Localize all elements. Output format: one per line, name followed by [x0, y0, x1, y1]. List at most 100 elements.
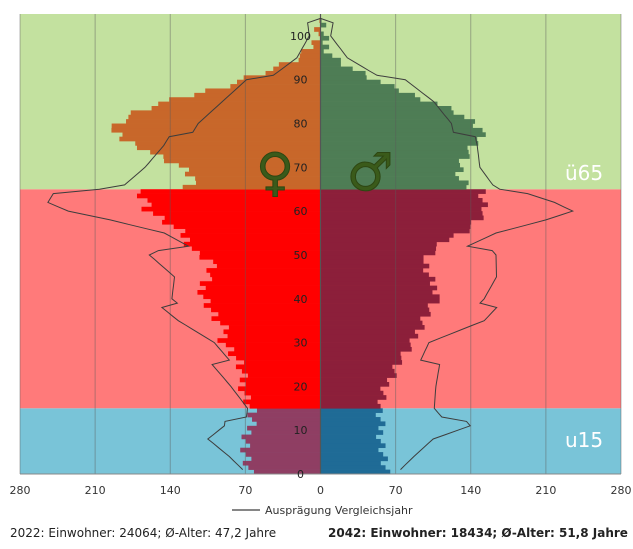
bar-female-age-7 [245, 438, 321, 444]
bar-male-age-96 [320, 49, 324, 54]
age-tick-label: 10 [294, 424, 308, 437]
x-tick-label: 70 [238, 484, 252, 497]
bar-male-age-11 [320, 421, 386, 427]
bar-male-age-12 [320, 417, 381, 422]
bar-male-age-49 [320, 254, 424, 260]
bar-female-age-97 [313, 44, 321, 50]
footer-2042-stats: 2042: Einwohner: 18434; Ø-Alter: 51,8 Ja… [328, 526, 628, 540]
bar-female-age-52 [183, 241, 321, 247]
bar-male-age-91 [320, 70, 366, 76]
zone-label-over65: ü65 [565, 161, 603, 185]
bar-male-age-54 [320, 233, 454, 238]
bar-female-age-20 [245, 382, 321, 387]
bar-male-age-97 [320, 44, 330, 50]
bar-male-age-33 [320, 325, 425, 330]
bar-male-age-37 [320, 307, 430, 313]
bar-female-age-15 [249, 403, 321, 409]
bar-male-age-86 [320, 92, 415, 98]
bar-female-age-50 [199, 250, 321, 256]
bar-male-age-4 [320, 452, 384, 457]
bar-male-age-20 [320, 382, 390, 387]
x-tick-label: 280 [611, 484, 632, 497]
bar-male-age-15 [320, 403, 381, 409]
bar-female-age-43 [199, 281, 321, 286]
bar-male-age-22 [320, 373, 397, 378]
bar-female-age-89 [237, 79, 321, 85]
bar-male-age-30 [320, 338, 410, 343]
bar-female-age-68 [184, 171, 321, 177]
age-tick-label: 50 [294, 249, 308, 262]
bar-male-age-16 [320, 399, 378, 405]
age-tick-label: 90 [294, 74, 308, 87]
bar-female-age-94 [298, 57, 321, 63]
bar-female-age-63 [136, 193, 321, 199]
bar-male-age-85 [320, 97, 421, 102]
bar-female-age-81 [128, 114, 321, 120]
bar-female-age-42 [205, 285, 321, 291]
bar-male-age-71 [320, 158, 459, 164]
bar-male-age-32 [320, 329, 415, 335]
x-tick-label: 0 [317, 484, 324, 497]
bar-male-age-13 [320, 412, 376, 418]
bar-male-age-25 [320, 360, 403, 365]
bar-male-age-43 [320, 281, 430, 286]
bar-female-age-27 [228, 351, 321, 357]
bar-female-age-85 [169, 97, 321, 102]
bar-female-age-78 [111, 127, 321, 133]
bar-female-age-54 [180, 233, 321, 238]
bar-female-age-2 [242, 460, 321, 466]
bar-male-age-90 [320, 75, 367, 81]
bar-female-age-58 [164, 215, 321, 221]
bar-male-age-57 [320, 219, 472, 225]
bar-female-age-22 [247, 373, 321, 378]
bar-female-age-93 [278, 62, 321, 67]
bar-female-age-8 [241, 434, 321, 440]
bar-female-age-46 [206, 268, 321, 273]
bar-female-age-70 [178, 162, 321, 168]
bar-male-age-63 [320, 193, 479, 199]
comparison-lines [47, 17, 575, 470]
bar-male-age-42 [320, 285, 438, 291]
age-tick-label: 80 [294, 118, 308, 131]
age-tick-label: 100 [290, 30, 311, 43]
bar-male-age-38 [320, 303, 428, 308]
bar-male-age-100 [320, 31, 324, 37]
bar-male-age-48 [320, 259, 424, 265]
bar-male-age-66 [320, 180, 469, 186]
age-tick-label: 70 [294, 161, 308, 174]
age-tick-label: 30 [294, 337, 308, 350]
x-axis-labels: 280 210 140 70 0 70 140 210 280 [10, 484, 632, 497]
bar-male-age-34 [320, 320, 423, 326]
bar-female-age-49 [199, 254, 321, 260]
bar-male-age-99 [320, 35, 330, 41]
bar-female-age-51 [191, 246, 321, 251]
bar-female-age-24 [235, 364, 321, 370]
bar-male-age-35 [320, 316, 421, 321]
bar-male-age-46 [320, 268, 424, 273]
bar-male-age-77 [320, 132, 486, 137]
bar-female-age-1 [248, 465, 321, 470]
bar-female-age-84 [158, 101, 321, 107]
bar-male-age-78 [320, 127, 483, 133]
bar-male-age-76 [320, 136, 478, 142]
bar-male-age-29 [320, 342, 411, 348]
bar-female-age-39 [210, 298, 321, 304]
vertical-gridlines [19, 14, 622, 475]
bar-female-age-72 [163, 154, 321, 159]
bar-male-age-31 [320, 333, 419, 339]
bar-male-age-67 [320, 176, 459, 181]
bar-female-age-28 [234, 346, 321, 352]
bar-male-age-79 [320, 123, 473, 129]
legend-label: Ausprägung Vergleichsjahr [265, 504, 413, 517]
bar-male-age-92 [320, 66, 353, 72]
bar-female-age-71 [164, 158, 321, 164]
age-tick-label: 60 [294, 205, 308, 218]
bar-female-age-34 [220, 320, 321, 326]
bar-female-age-41 [197, 290, 321, 295]
bar-female-age-61 [151, 202, 321, 208]
bar-male-age-47 [320, 263, 430, 269]
bar-female-age-47 [216, 263, 321, 269]
bar-female-age-21 [239, 377, 321, 383]
bar-male-age-70 [320, 162, 461, 168]
bar-female-age-80 [126, 119, 321, 124]
